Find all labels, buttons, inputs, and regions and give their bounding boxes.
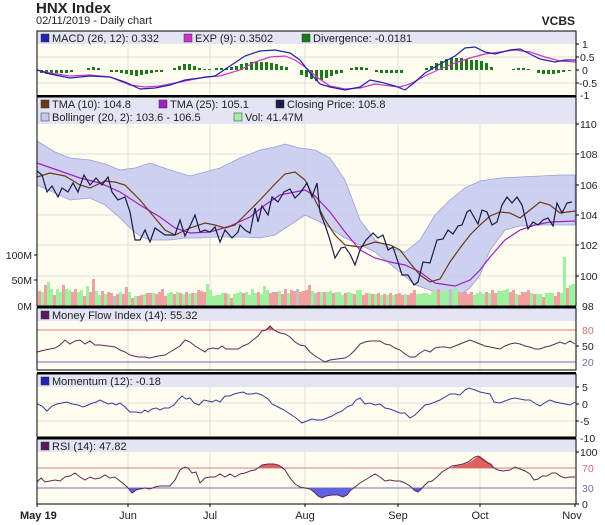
exp-line (37, 49, 576, 90)
macd-legend-label: MACD (26, 12): 0.332 (52, 33, 159, 45)
divergence-swatch-icon (301, 33, 311, 43)
bollinger-legend-label: Bollinger (20, 2): 103.6 - 106.5 (52, 112, 201, 124)
bollinger-swatch-icon (40, 112, 50, 122)
svg-text:50M: 50M (12, 275, 32, 287)
rsi-legend: RSI (14): 47.82 (40, 441, 127, 453)
tma10-legend-label: TMA (10): 104.8 (52, 99, 131, 111)
volume-swatch-icon (233, 112, 243, 122)
momentum-line (37, 387, 576, 424)
mfi-panel: Money Flow Index (14): 55.32 80 50 20 (36, 307, 594, 371)
x-label-oct: Oct (471, 510, 488, 522)
svg-text:0M: 0M (17, 301, 32, 313)
price-y-axis: 110 108 106 104 102 100 98 (575, 97, 598, 313)
rsi-panel: RSI (14): 47.82 100 70 30 0 (36, 438, 598, 511)
svg-text:104: 104 (580, 210, 598, 222)
mfi-y-axis: 80 50 20 (575, 308, 594, 370)
momentum-legend: Momentum (12): -0.18 (40, 376, 161, 388)
macd-swatch-icon (40, 33, 50, 43)
svg-text:0: 0 (582, 65, 588, 77)
rsi-line (37, 455, 575, 499)
tma25-line (37, 162, 576, 287)
svg-text:1: 1 (582, 39, 588, 51)
rsi-legend-label: RSI (14): 47.82 (52, 441, 127, 453)
svg-text:98: 98 (582, 301, 594, 313)
divergence-legend-label: Divergence: -0.0181 (313, 33, 412, 45)
x-label-nov: Nov (562, 510, 582, 522)
x-axis: May 19 Jun Jul Aug Sep Oct Nov (20, 504, 582, 522)
svg-text:110: 110 (580, 119, 597, 131)
divergence-histogram (40, 58, 571, 81)
svg-text:-5: -5 (580, 416, 589, 428)
svg-text:50: 50 (582, 341, 594, 353)
closing-price-line (37, 170, 573, 286)
x-label-jun: Jun (119, 510, 137, 522)
macd-y-axis: 1 0.5 0 -0.5 -1 (575, 31, 597, 102)
price-legend: TMA (10): 104.8 TMA (25): 105.1 Closing … (40, 99, 385, 124)
svg-text:0: 0 (582, 499, 588, 511)
svg-text:-1: -1 (580, 90, 589, 102)
macd-line (37, 46, 576, 91)
mfi-swatch-icon (40, 310, 50, 320)
chart-subtitle: 02/11/2019 - Daily chart (36, 15, 152, 27)
momentum-legend-label: Momentum (12): -0.18 (52, 376, 161, 388)
svg-text:100: 100 (580, 271, 598, 283)
svg-text:70: 70 (582, 463, 594, 475)
svg-text:102: 102 (580, 240, 598, 252)
momentum-y-axis: 5 0 -5 -10 (575, 374, 595, 445)
tma25-legend-label: TMA (25): 105.1 (170, 99, 249, 111)
macd-panel: MACD (26, 12): 0.332 EXP (9): 0.3502 Div… (36, 30, 597, 102)
macd-legend: MACD (26, 12): 0.332 EXP (9): 0.3502 Div… (40, 33, 412, 45)
svg-text:106: 106 (580, 180, 598, 192)
x-label-jul: Jul (203, 510, 217, 522)
volume-legend-label: Vol: 41.47M (245, 112, 303, 124)
exp-legend-label: EXP (9): 0.3502 (195, 33, 273, 45)
rsi-y-axis: 100 70 30 0 (575, 439, 598, 511)
tma25-swatch-icon (158, 99, 168, 109)
price-panel: TMA (10): 104.8 TMA (25): 105.1 Closing … (6, 96, 598, 313)
momentum-swatch-icon (40, 376, 50, 386)
chart-title: HNX Index (36, 0, 112, 17)
svg-text:80: 80 (582, 325, 594, 337)
closing-price-swatch-icon (275, 99, 285, 109)
svg-text:-0.5: -0.5 (579, 78, 597, 90)
rsi-swatch-icon (40, 441, 50, 451)
svg-text:0: 0 (582, 399, 588, 411)
x-label-aug: Aug (295, 510, 315, 522)
mfi-legend: Money Flow Index (14): 55.32 (40, 310, 198, 322)
svg-text:20: 20 (582, 357, 594, 369)
svg-text:100: 100 (580, 447, 598, 459)
mfi-legend-label: Money Flow Index (14): 55.32 (52, 310, 198, 322)
svg-text:30: 30 (582, 483, 594, 495)
svg-text:100M: 100M (6, 250, 32, 262)
svg-text:-10: -10 (580, 433, 595, 445)
volume-bars (38, 257, 575, 306)
volume-y-axis: 100M 50M 0M (6, 250, 37, 313)
x-label-may: May 19 (20, 510, 57, 522)
closing-price-legend-label: Closing Price: 105.8 (287, 99, 385, 111)
exp-swatch-icon (183, 33, 193, 43)
svg-text:108: 108 (580, 149, 598, 161)
momentum-panel: Momentum (12): -0.18 5 0 -5 -10 (36, 373, 595, 445)
mfi-line (37, 325, 576, 363)
x-label-sep: Sep (388, 510, 408, 522)
broker-label: VCBS (541, 14, 575, 28)
tma10-swatch-icon (40, 99, 50, 109)
svg-text:5: 5 (582, 382, 588, 394)
svg-text:0.5: 0.5 (580, 52, 595, 64)
